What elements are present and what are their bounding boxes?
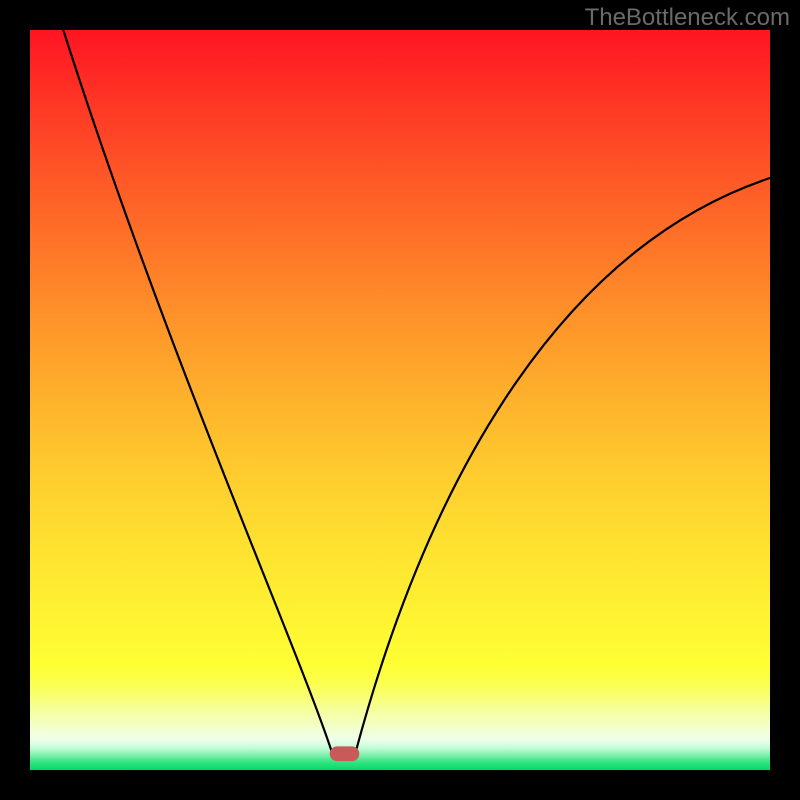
bottleneck-chart — [0, 0, 800, 800]
plot-background — [30, 30, 770, 770]
watermark-text: TheBottleneck.com — [585, 4, 790, 32]
optimum-marker — [330, 746, 360, 761]
